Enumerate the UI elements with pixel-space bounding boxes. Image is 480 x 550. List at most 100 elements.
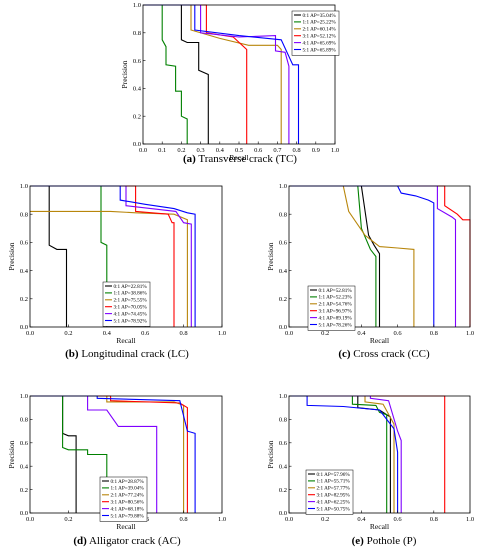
legend-entry-label: 0:1 AP=35.04%	[303, 13, 337, 19]
legend-entry-label: 5:1 AP=78.92%	[114, 318, 148, 324]
chart-4: 0.00.20.40.60.81.00.00.20.40.60.81.0Reca…	[7, 393, 226, 547]
x-axis-label: Recall	[116, 336, 135, 345]
x-tick-label: 0.0	[26, 516, 34, 523]
legend-entry-label: 4:1 AP=74.45%	[114, 311, 148, 317]
y-tick-label: 0.0	[20, 510, 28, 517]
caption-text: Cross crack (CC)	[351, 348, 430, 360]
plot-frame	[29, 185, 223, 328]
chart-caption: (a) Transverse crack (TC)	[183, 153, 297, 165]
caption-letter: (b)	[65, 348, 79, 360]
x-tick-label: 0.8	[293, 147, 301, 154]
y-tick-label: 0.4	[20, 268, 29, 275]
legend-entry-label: 3:1 AP=70.05%	[114, 305, 148, 311]
legend-box	[99, 476, 148, 522]
x-tick-label: 0.2	[321, 330, 329, 337]
caption-text: Pothole (P)	[364, 535, 417, 547]
y-tick-label: 0.8	[279, 417, 287, 424]
x-tick-label: 0.1	[158, 147, 166, 154]
chart-caption: (e) Pothole (P)	[352, 535, 417, 547]
legend-entry-label: 2:1 AP=57.77%	[317, 486, 351, 492]
legend-box	[305, 469, 354, 515]
y-tick-label: 0.0	[20, 324, 28, 331]
legend-entry-label: 1:1 AP=55.71%	[317, 479, 351, 485]
y-axis-label: Precision	[120, 60, 129, 88]
series-line-2-1-ap-60-14	[143, 4, 282, 144]
legend-entry-label: 4:1 AP=89.19%	[319, 315, 353, 321]
legend-box	[102, 281, 151, 327]
legend-entry-label: 2:1 AP=77.24%	[111, 493, 145, 499]
x-tick-label: 0.8	[180, 330, 188, 337]
chart-5: 0.0 0.2 0.4 0.6 0.8 1.0 0.0 0.2 0.4 0.6 0.8 1.0 Reca…	[266, 393, 474, 547]
x-tick-label: 0.4	[216, 147, 225, 154]
x-tick-label: 0.3	[197, 147, 205, 154]
legend: 0:1 AP=28.87%1:1 AP=39.04%2:1 AP=77.24%3…	[99, 476, 148, 522]
x-tick-label: 0.4	[357, 330, 366, 337]
y-tick-label: 1.0	[20, 393, 28, 400]
series-line-2-1-ap-54-76	[289, 185, 415, 327]
y-tick-label: 0.2	[279, 487, 287, 494]
x-tick-label: 0.9	[312, 147, 320, 154]
legend-entry-label: 0:1 AP=52.81%	[319, 288, 353, 294]
legend: 0:1 AP=52.81%1:1 AP=52.23%2:1 AP=54.76%3…	[307, 285, 356, 331]
y-tick-label: 0.2	[20, 487, 28, 494]
legend-entry-label: 2:1 AP=54.76%	[319, 302, 353, 308]
y-tick-label: 0.6	[279, 240, 288, 247]
caption-text: Longitudinal crack (LC)	[79, 348, 190, 360]
x-tick-label: 0.2	[177, 147, 185, 154]
y-axis-label: Precision	[7, 242, 16, 270]
x-tick-label: 0.0	[285, 330, 293, 337]
legend-entry-label: 4:1 AP=68.18%	[111, 506, 145, 512]
x-tick-label: 0.2	[321, 516, 329, 523]
caption-letter: (c)	[338, 348, 351, 360]
x-tick-label: 0.0	[26, 330, 34, 337]
legend-entry-label: 5:1 AP=79.88%	[111, 513, 145, 519]
x-tick-label: 0.6	[394, 516, 403, 523]
series-line-1-1-ap-38-86	[30, 185, 108, 327]
x-tick-label: 1.0	[218, 330, 226, 337]
y-tick-label: 0.8	[20, 211, 28, 218]
chart-1: 0.0 0.1 0.2 0.3 0.4 0.5 0.6 0.7 0.8 0.9 1.0 0.0 0.2 0…	[120, 2, 340, 165]
legend-entry-label: 2:1 AP=60.14%	[303, 27, 337, 33]
x-tick-label: 0.6	[141, 330, 150, 337]
x-axis-label: Recall	[229, 153, 248, 162]
y-tick-label: 0.0	[133, 141, 141, 148]
y-tick-label: 0.8	[20, 417, 28, 424]
y-tick-label: 0.8	[279, 211, 287, 218]
chart-caption: (b) Longitudinal crack (LC)	[65, 348, 189, 360]
x-tick-label: 0.4	[103, 330, 112, 337]
legend: 0:1 AP=35.04%1:1 AP=25.22%2:1 AP=60.14%3…	[291, 10, 340, 56]
legend-entry-label: 5:1 AP=65.89%	[303, 47, 337, 53]
x-axis-label: Recall	[116, 522, 135, 531]
y-tick-label: 1.0	[20, 183, 28, 190]
y-tick-label: 0.0	[279, 510, 287, 517]
y-axis-label: Precision	[266, 242, 275, 270]
legend-entry-label: 5:1 AP=78.26%	[319, 322, 353, 328]
chart-caption: (c) Cross crack (CC)	[338, 348, 430, 360]
y-tick-label: 0.6	[133, 58, 142, 65]
y-tick-label: 1.0	[279, 393, 287, 400]
legend-box	[307, 285, 356, 331]
y-tick-label: 0.0	[279, 324, 287, 331]
y-tick-label: 0.4	[279, 463, 288, 470]
x-tick-label: 0.2	[64, 330, 72, 337]
legend-entry-label: 3:1 AP=80.56%	[111, 500, 145, 506]
x-tick-label: 0.4	[357, 516, 366, 523]
legend-entry-label: 2:1 AP=75.55%	[114, 298, 148, 304]
series-line-0-1-ap-35-04	[143, 4, 209, 144]
y-tick-label: 0.2	[20, 296, 28, 303]
x-axis-label: Recall	[370, 336, 389, 345]
legend-entry-label: 4:1 AP=65.69%	[303, 40, 337, 46]
series-line-4-1-ap-65-69	[143, 4, 290, 144]
series-line-1-1-ap-39-04	[30, 395, 108, 513]
legend: 0:1 AP=57.96%1:1 AP=55.71%2:1 AP=57.77%3…	[305, 469, 354, 515]
x-tick-label: 1.0	[466, 330, 474, 337]
chart-caption: (d) Alligator crack (AC)	[73, 535, 181, 547]
legend-entry-label: 0:1 AP=22.81%	[114, 284, 148, 290]
caption-letter: (a)	[183, 153, 196, 165]
legend-entry-label: 1:1 AP=25.22%	[303, 20, 337, 26]
x-tick-label: 0.5	[235, 147, 243, 154]
x-tick-label: 0.8	[180, 516, 188, 523]
legend: 0:1 AP=22.81%1:1 AP=38.86%2:1 AP=75.55%3…	[102, 281, 151, 327]
legend-entry-label: 5:1 AP=50.75%	[317, 506, 351, 512]
